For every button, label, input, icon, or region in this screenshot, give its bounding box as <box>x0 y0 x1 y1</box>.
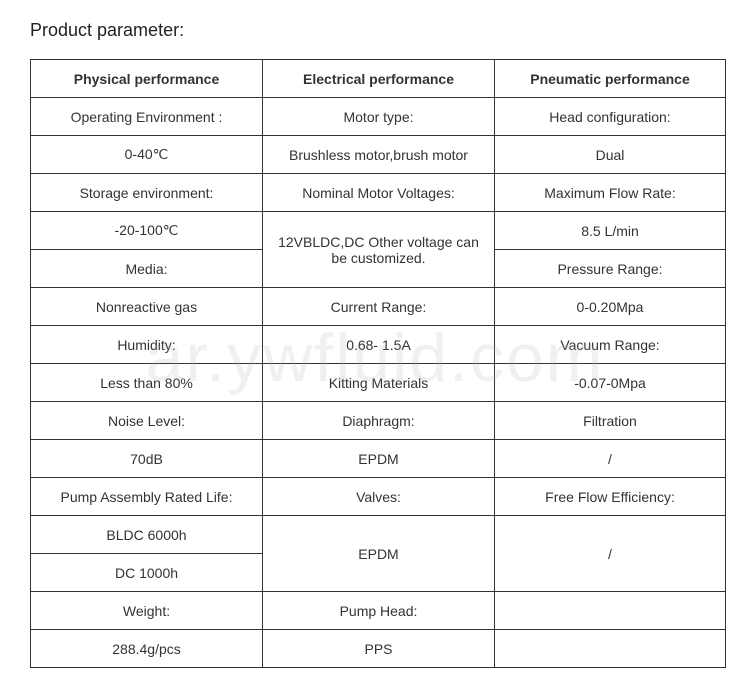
cell-electrical: Kitting Materials <box>263 364 495 402</box>
cell-electrical: EPDM <box>263 440 495 478</box>
table-row: Operating Environment : Motor type: Head… <box>31 98 726 136</box>
cell-physical: Less than 80% <box>31 364 263 402</box>
cell-pneumatic: / <box>495 440 726 478</box>
table-row: 70dB EPDM / <box>31 440 726 478</box>
cell-pneumatic: / <box>495 516 726 592</box>
col-header-pneumatic: Pneumatic performance <box>495 60 726 98</box>
cell-electrical: Motor type: <box>263 98 495 136</box>
cell-physical: 70dB <box>31 440 263 478</box>
cell-physical: 288.4g/pcs <box>31 630 263 668</box>
cell-electrical: Valves: <box>263 478 495 516</box>
table-header-row: Physical performance Electrical performa… <box>31 60 726 98</box>
cell-physical: BLDC 6000h <box>31 516 263 554</box>
table-row: 0-40℃ Brushless motor,brush motor Dual <box>31 136 726 174</box>
cell-pneumatic: Filtration <box>495 402 726 440</box>
cell-pneumatic <box>495 630 726 668</box>
cell-electrical: PPS <box>263 630 495 668</box>
cell-electrical: EPDM <box>263 516 495 592</box>
cell-pneumatic: 8.5 L/min <box>495 212 726 250</box>
table-row: Weight: Pump Head: <box>31 592 726 630</box>
cell-electrical: Pump Head: <box>263 592 495 630</box>
cell-pneumatic: Maximum Flow Rate: <box>495 174 726 212</box>
cell-pneumatic: Vacuum Range: <box>495 326 726 364</box>
cell-electrical: 12VBLDC,DC Other voltage can be customiz… <box>263 212 495 288</box>
cell-physical: Operating Environment : <box>31 98 263 136</box>
cell-pneumatic: Head configuration: <box>495 98 726 136</box>
table-row: Humidity: 0.68- 1.5A Vacuum Range: <box>31 326 726 364</box>
table-row: BLDC 6000h EPDM / <box>31 516 726 554</box>
cell-physical: Noise Level: <box>31 402 263 440</box>
cell-electrical: Diaphragm: <box>263 402 495 440</box>
cell-physical: Pump Assembly Rated Life: <box>31 478 263 516</box>
cell-physical: Media: <box>31 250 263 288</box>
spec-table: Physical performance Electrical performa… <box>30 59 726 668</box>
cell-physical: -20-100℃ <box>31 212 263 250</box>
cell-pneumatic <box>495 592 726 630</box>
table-row: Less than 80% Kitting Materials -0.07-0M… <box>31 364 726 402</box>
cell-physical: DC 1000h <box>31 554 263 592</box>
cell-physical: Humidity: <box>31 326 263 364</box>
table-row: Pump Assembly Rated Life: Valves: Free F… <box>31 478 726 516</box>
cell-pneumatic: -0.07-0Mpa <box>495 364 726 402</box>
cell-pneumatic: Free Flow Efficiency: <box>495 478 726 516</box>
table-row: 288.4g/pcs PPS <box>31 630 726 668</box>
cell-pneumatic: Pressure Range: <box>495 250 726 288</box>
cell-electrical: Nominal Motor Voltages: <box>263 174 495 212</box>
page-title: Product parameter: <box>30 20 730 41</box>
cell-electrical: 0.68- 1.5A <box>263 326 495 364</box>
cell-physical: 0-40℃ <box>31 136 263 174</box>
cell-electrical: Current Range: <box>263 288 495 326</box>
cell-physical: Storage environment: <box>31 174 263 212</box>
cell-physical: Weight: <box>31 592 263 630</box>
table-row: Noise Level: Diaphragm: Filtration <box>31 402 726 440</box>
col-header-electrical: Electrical performance <box>263 60 495 98</box>
table-row: Nonreactive gas Current Range: 0-0.20Mpa <box>31 288 726 326</box>
col-header-physical: Physical performance <box>31 60 263 98</box>
table-row: Storage environment: Nominal Motor Volta… <box>31 174 726 212</box>
cell-physical: Nonreactive gas <box>31 288 263 326</box>
table-row: -20-100℃ 12VBLDC,DC Other voltage can be… <box>31 212 726 250</box>
cell-pneumatic: Dual <box>495 136 726 174</box>
cell-electrical: Brushless motor,brush motor <box>263 136 495 174</box>
cell-pneumatic: 0-0.20Mpa <box>495 288 726 326</box>
